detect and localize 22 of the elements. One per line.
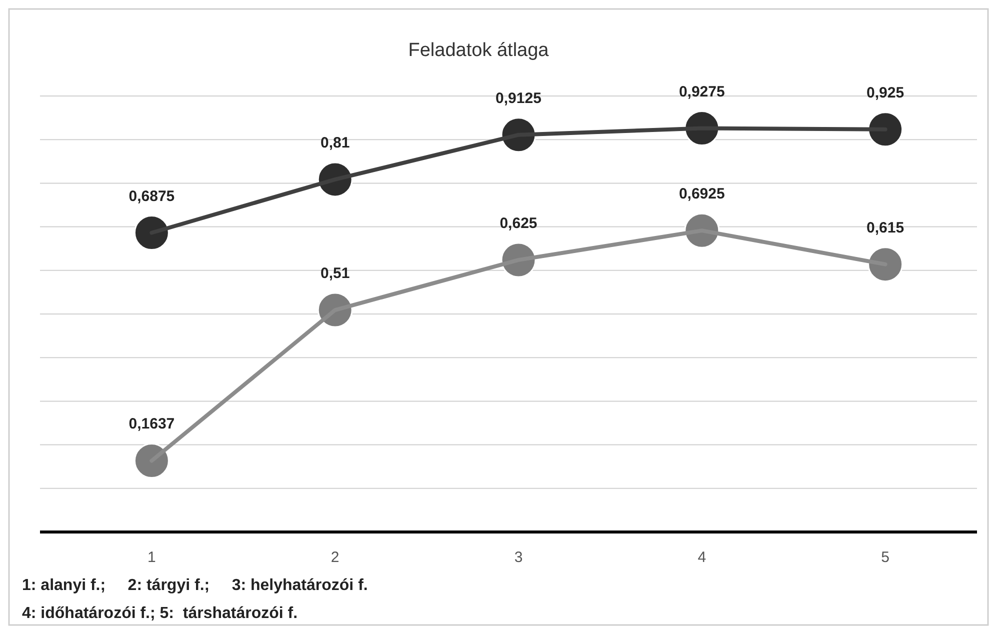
x-tick-label: 4 [698,549,706,566]
data-label: 0,625 [500,214,538,232]
x-tick-label: 5 [881,549,890,566]
data-label: 0,6925 [678,186,725,203]
x-tick-label: 2 [330,549,340,566]
point [868,112,904,148]
data-label: 0,6875 [128,188,175,205]
x-tick-label: 1 [148,549,156,566]
point [134,215,170,251]
x-tick-label: 3 [514,549,523,566]
point [134,443,170,478]
data-label: 0,615 [866,219,904,236]
data-label: 0,51 [320,265,350,282]
data-label: 0,9125 [496,90,542,107]
chart-title: Feladatok átlaga [408,40,550,61]
data-label: 0,925 [866,84,904,102]
data-label: 0,81 [320,134,350,152]
text: 1: alanyi f.; 2: tárgyi f.; 3: helyhatározói f. [22,577,368,594]
text: 4: időhatározói f.; 5: társhatározói f. [22,605,298,622]
data-label: 0,9275 [678,83,725,100]
point [868,246,904,282]
data-label: 0,1637 [128,416,175,433]
